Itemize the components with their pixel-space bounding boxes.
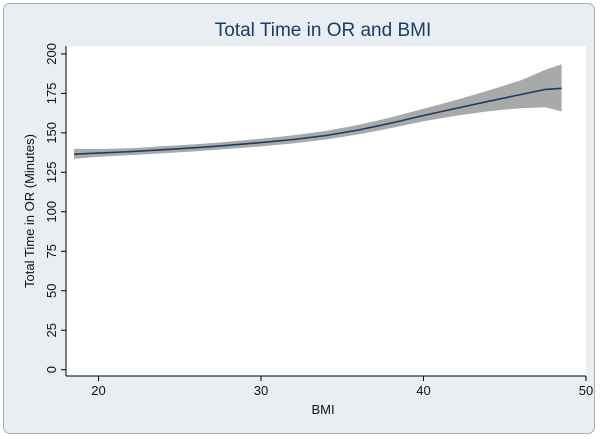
- x-tick-label: 40: [416, 383, 430, 398]
- series-line: [74, 87, 562, 155]
- y-tick-label: 100: [44, 201, 59, 223]
- x-tick-label: 50: [579, 383, 593, 398]
- y-tick-label: 75: [44, 244, 59, 258]
- y-tick-label: 0: [44, 366, 59, 373]
- x-tick-label: 20: [91, 383, 105, 398]
- y-tick-label: 50: [44, 284, 59, 298]
- x-axis-label: BMI: [311, 402, 334, 417]
- y-axis-label: Total Time in OR (Minutes): [22, 134, 37, 288]
- y-tick-label: 125: [44, 161, 59, 183]
- chart-title: Total Time in OR and BMI: [215, 20, 431, 41]
- y-tick-label: 175: [44, 83, 59, 105]
- confidence-band: [74, 64, 562, 159]
- y-tick-label: 200: [44, 43, 59, 65]
- y-tick-label: 150: [44, 122, 59, 144]
- y-tick-label: 25: [44, 323, 59, 337]
- x-tick-label: 30: [254, 383, 268, 398]
